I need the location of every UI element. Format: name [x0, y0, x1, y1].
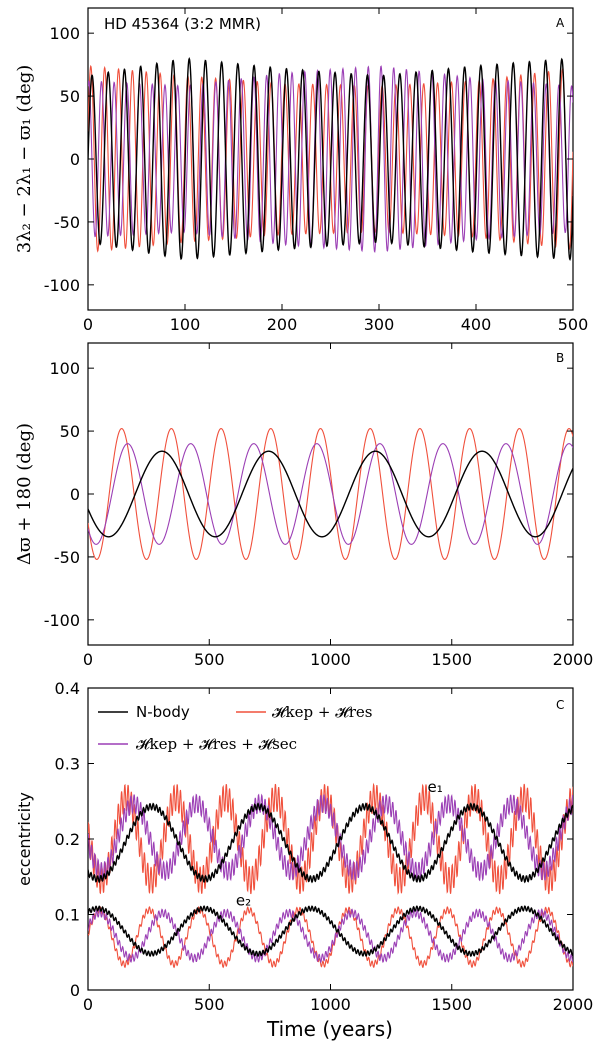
panel-c-ylabel: eccentricity	[15, 792, 34, 886]
x-tick-label: 200	[267, 315, 298, 334]
x-tick-label: 500	[558, 315, 589, 334]
panel-c-letter: C	[556, 698, 564, 712]
series-kep-res-sec	[88, 443, 573, 545]
y-tick-label: -100	[44, 276, 80, 295]
y-tick-label: 0	[70, 485, 80, 504]
panel-c-xlabel: Time (years)	[266, 1017, 393, 1041]
y-tick-label: 0	[70, 981, 80, 1000]
series-nbody-e2	[88, 905, 573, 958]
legend-kep-res-sec-label: 𝓗kep + 𝓗res + 𝓗sec	[136, 735, 297, 753]
y-tick-label: 0.1	[55, 906, 80, 925]
x-tick-label: 1000	[310, 650, 351, 669]
panel-c: 0 500 1000 1500 2000 0.4 0.3 0.2 0.1 0 C eccentri…	[15, 679, 593, 1041]
y-tick-label: -100	[44, 611, 80, 630]
y-tick-label: 0.4	[55, 679, 80, 698]
series-kep-res-sec-e1	[88, 793, 573, 882]
y-tick-label: 50	[60, 422, 80, 441]
x-tick-label: 2000	[553, 995, 594, 1014]
y-tick-label: 50	[60, 87, 80, 106]
x-tick-label: 0	[83, 995, 93, 1014]
x-tick-label: 0	[83, 650, 93, 669]
e1-label: e₁	[428, 778, 443, 796]
x-tick-label: 1500	[431, 995, 472, 1014]
x-tick-label: 2000	[553, 650, 594, 669]
legend-kep-res-label: 𝓗kep + 𝓗res	[272, 703, 372, 721]
panel-b-series	[88, 428, 573, 560]
x-tick-label: 1000	[310, 995, 351, 1014]
x-tick-label: 100	[170, 315, 201, 334]
panel-a-letter: A	[556, 16, 565, 30]
legend: N-body 𝓗kep + 𝓗res 𝓗kep + 𝓗res + 𝓗sec	[98, 703, 372, 753]
panel-a-ylabel: 3λ₂ − 2λ₁ − ϖ₁ (deg)	[14, 65, 35, 254]
series-kep-res-sec-e2	[88, 907, 573, 964]
panel-c-series	[88, 782, 573, 969]
x-tick-label: 0	[83, 315, 93, 334]
panel-b-letter: B	[556, 351, 564, 365]
panel-a-series	[88, 57, 573, 262]
y-tick-label: -50	[54, 548, 80, 567]
x-tick-label: 300	[364, 315, 395, 334]
y-tick-label: 100	[49, 24, 80, 43]
y-tick-label: 100	[49, 359, 80, 378]
panel-a-annotation: HD 45364 (3:2 MMR)	[104, 15, 261, 33]
series-nbody-e1	[88, 802, 573, 884]
legend-nbody-label: N-body	[136, 703, 190, 721]
series-nbody	[88, 450, 573, 538]
x-tick-label: 400	[461, 315, 492, 334]
series-kep-res-e1	[88, 782, 573, 895]
panel-b-ylabel: Δϖ + 180 (deg)	[14, 423, 35, 565]
panel-c-frame	[87, 687, 574, 991]
y-tick-label: 0.2	[55, 830, 80, 849]
y-tick-label: 0	[70, 150, 80, 169]
e2-label: e₂	[236, 891, 251, 909]
panel-b-frame	[87, 342, 574, 646]
x-tick-label: 500	[194, 995, 225, 1014]
x-tick-label: 500	[194, 650, 225, 669]
x-tick-label: 1500	[431, 650, 472, 669]
series-kep-res	[88, 428, 573, 560]
y-tick-label: -50	[54, 213, 80, 232]
y-tick-label: 0.3	[55, 755, 80, 774]
series-kep-res-e2	[88, 906, 573, 969]
panel-c-ticks: 0 500 1000 1500 2000 0.4 0.3 0.2 0.1 0	[55, 679, 594, 1014]
series-nbody	[88, 57, 573, 262]
